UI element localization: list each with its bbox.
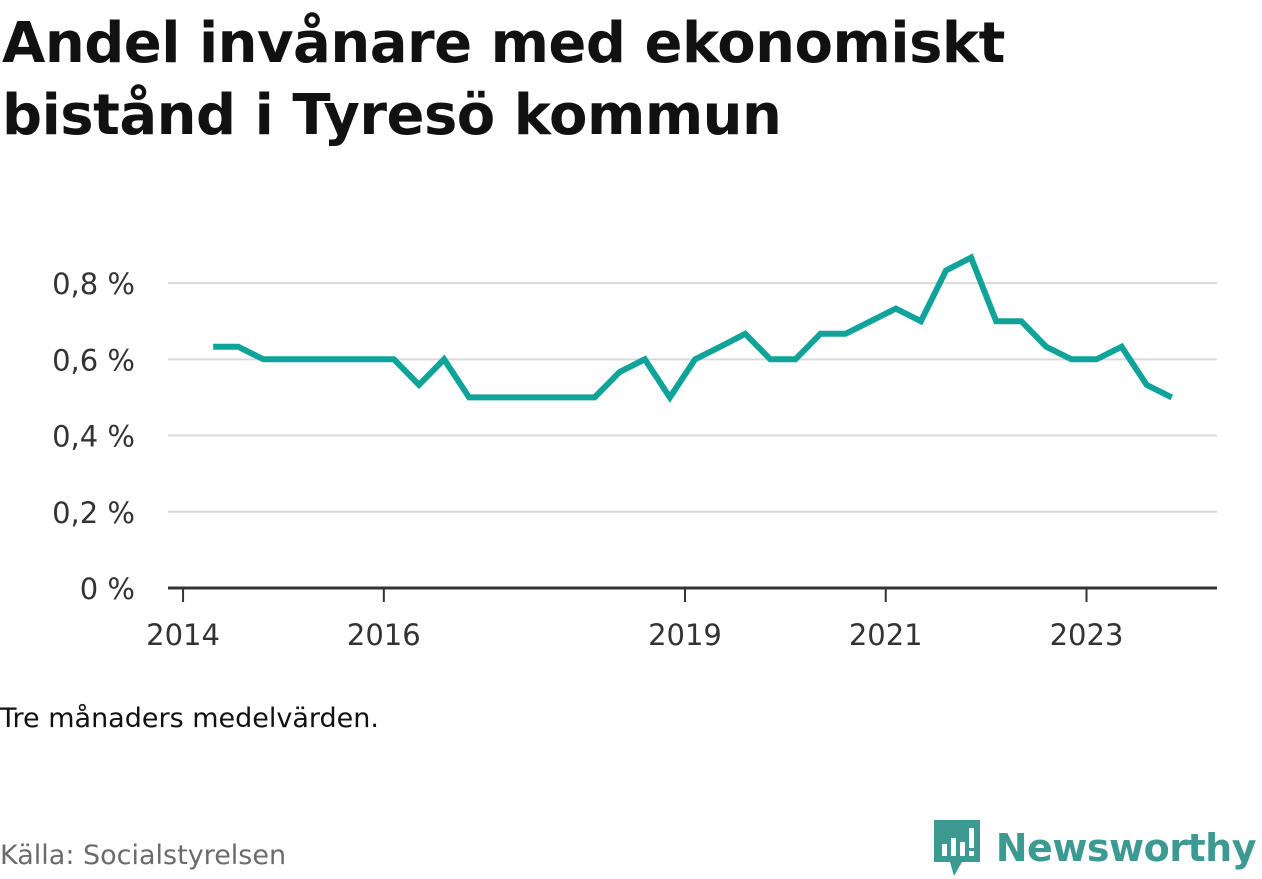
y-tick-label: 0 % (80, 572, 135, 606)
x-tick-label: 2023 (1050, 618, 1124, 652)
chart-note: Tre månaders medelvärden. (0, 703, 379, 734)
brand-name: Newsworthy (995, 826, 1257, 870)
brand: Newsworthy (932, 818, 1257, 878)
newsworthy-logo-icon (933, 820, 980, 876)
line-chart: 0 % 0,2 % 0,4 % 0,6 % 0,8 % 2014 2016 2019 2021… (52, 253, 1217, 652)
y-tick-label: 0,8 % (52, 267, 135, 301)
y-tick-label: 0,6 % (52, 343, 135, 377)
series-group (213, 253, 1174, 403)
x-axis-ticks: 2014 2016 2019 2021 2023 (146, 588, 1123, 652)
source-text: Källa: Socialstyrelsen (0, 840, 287, 871)
chart-title: Andel invånare med ekonomiskt bistånd i … (2, 11, 1005, 148)
x-tick-label: 2016 (347, 618, 421, 652)
y-tick-label: 0,4 % (52, 420, 135, 454)
x-tick-label: 2014 (146, 618, 220, 652)
y-axis-ticks: 0 % 0,2 % 0,4 % 0,6 % 0,8 % (52, 267, 135, 606)
y-tick-label: 0,2 % (52, 496, 135, 530)
series-line (213, 253, 1174, 403)
x-tick-label: 2019 (648, 618, 722, 652)
gridlines (168, 282, 1217, 513)
x-tick-label: 2021 (849, 618, 923, 652)
